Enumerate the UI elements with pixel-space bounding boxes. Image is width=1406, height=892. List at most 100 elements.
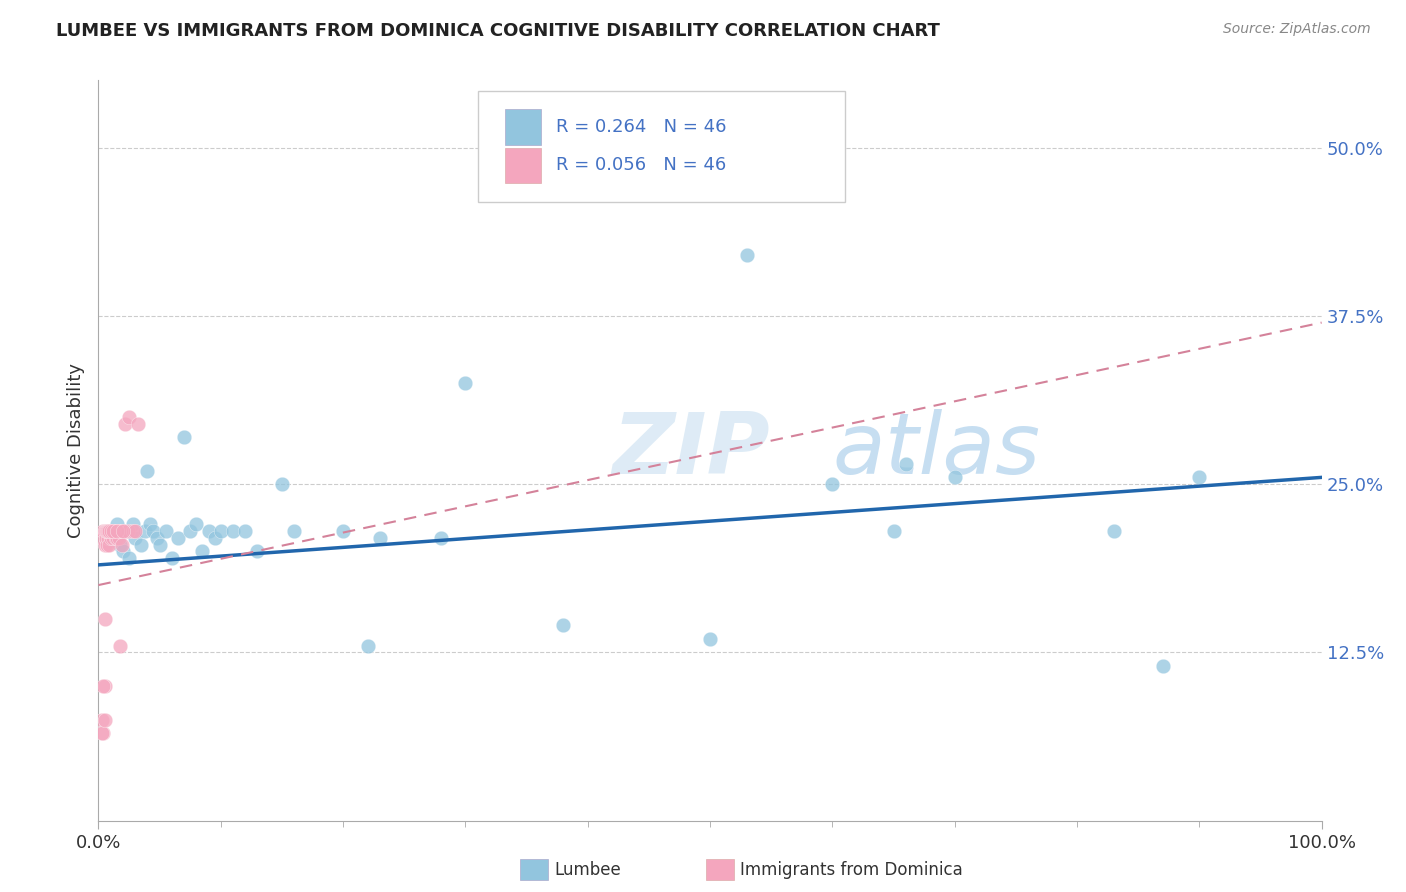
- Point: [100, 524, 122, 539]
- Point: [167, 531, 190, 545]
- Point: [97, 531, 120, 545]
- Point: [91, 679, 114, 693]
- Point: [111, 524, 134, 539]
- Text: ZIP: ZIP: [612, 409, 770, 492]
- Point: [894, 457, 917, 471]
- Point: [100, 531, 122, 545]
- Point: [91, 524, 114, 539]
- Text: LUMBEE VS IMMIGRANTS FROM DOMINICA COGNITIVE DISABILITY CORRELATION CHART: LUMBEE VS IMMIGRANTS FROM DOMINICA COGNI…: [56, 22, 941, 40]
- Point: [222, 524, 245, 539]
- Point: [699, 632, 721, 646]
- Point: [204, 531, 226, 545]
- Point: [129, 538, 152, 552]
- Point: [93, 612, 115, 626]
- Point: [430, 531, 453, 545]
- Point: [197, 524, 219, 539]
- Point: [246, 544, 269, 558]
- Point: [735, 248, 758, 262]
- Text: Lumbee: Lumbee: [554, 861, 620, 879]
- Point: [155, 524, 177, 539]
- Point: [101, 531, 124, 545]
- Point: [91, 713, 114, 727]
- Point: [108, 531, 131, 545]
- Point: [114, 524, 136, 539]
- Point: [179, 524, 201, 539]
- FancyBboxPatch shape: [505, 109, 541, 145]
- Point: [98, 524, 121, 539]
- Point: [91, 726, 114, 740]
- Point: [111, 524, 134, 539]
- Point: [94, 531, 117, 545]
- Point: [149, 538, 172, 552]
- FancyBboxPatch shape: [478, 91, 845, 202]
- Point: [332, 524, 354, 539]
- Point: [127, 417, 149, 431]
- Point: [209, 524, 232, 539]
- Text: Source: ZipAtlas.com: Source: ZipAtlas.com: [1223, 22, 1371, 37]
- Point: [233, 524, 256, 539]
- Point: [883, 524, 905, 539]
- Point: [283, 524, 305, 539]
- Point: [142, 524, 165, 539]
- Point: [1152, 658, 1174, 673]
- Point: [186, 517, 208, 532]
- Point: [98, 538, 121, 552]
- Point: [943, 470, 966, 484]
- Point: [104, 531, 127, 545]
- Point: [114, 417, 136, 431]
- Point: [93, 538, 115, 552]
- Point: [96, 524, 118, 539]
- Point: [124, 531, 146, 545]
- Point: [121, 517, 143, 532]
- Point: [110, 524, 132, 539]
- Point: [117, 524, 139, 539]
- Point: [91, 531, 114, 545]
- Point: [134, 524, 156, 539]
- Text: Immigrants from Dominica: Immigrants from Dominica: [740, 861, 962, 879]
- Point: [121, 524, 143, 539]
- Point: [96, 538, 118, 552]
- Point: [101, 531, 124, 545]
- Point: [1188, 470, 1211, 484]
- Point: [146, 531, 169, 545]
- Point: [139, 517, 162, 532]
- Point: [110, 538, 132, 552]
- Point: [124, 524, 146, 539]
- Point: [454, 376, 477, 391]
- FancyBboxPatch shape: [505, 148, 541, 183]
- Point: [105, 524, 128, 539]
- Point: [160, 551, 183, 566]
- Point: [96, 524, 118, 539]
- Point: [118, 551, 141, 566]
- Point: [173, 430, 195, 444]
- Text: R = 0.056   N = 46: R = 0.056 N = 46: [555, 156, 725, 175]
- Point: [101, 524, 124, 539]
- Point: [118, 409, 141, 424]
- Point: [111, 544, 134, 558]
- Point: [105, 517, 128, 532]
- Point: [97, 524, 120, 539]
- Point: [93, 679, 115, 693]
- Y-axis label: Cognitive Disability: Cognitive Disability: [66, 363, 84, 538]
- Point: [191, 544, 214, 558]
- Point: [93, 524, 115, 539]
- Point: [553, 618, 575, 632]
- Point: [91, 726, 114, 740]
- Point: [1102, 524, 1125, 539]
- Point: [93, 713, 115, 727]
- Point: [105, 524, 128, 539]
- Point: [101, 524, 124, 539]
- Point: [356, 639, 378, 653]
- Point: [101, 524, 124, 539]
- Point: [821, 477, 844, 491]
- Point: [100, 524, 122, 539]
- Text: R = 0.264   N = 46: R = 0.264 N = 46: [555, 118, 727, 136]
- Point: [368, 531, 391, 545]
- Point: [105, 531, 128, 545]
- Text: atlas: atlas: [832, 409, 1040, 492]
- Point: [111, 538, 134, 552]
- Point: [136, 464, 159, 478]
- Point: [103, 524, 125, 539]
- Point: [270, 477, 294, 491]
- Point: [97, 524, 120, 539]
